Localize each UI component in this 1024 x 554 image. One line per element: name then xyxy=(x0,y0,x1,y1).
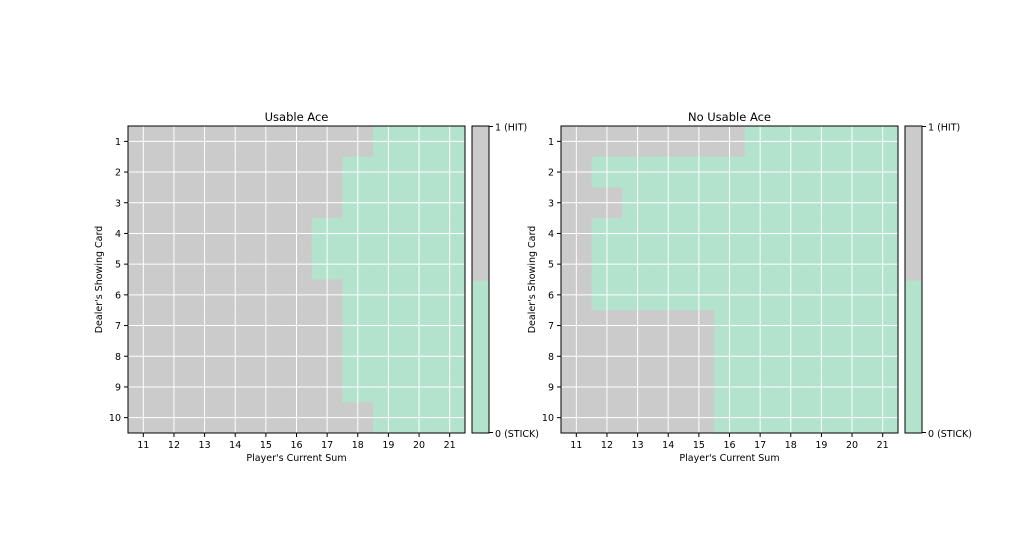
chart-title: No Usable Ace xyxy=(688,110,771,124)
colorbar: 1 (HIT) 0 (STICK) xyxy=(471,123,539,440)
colorbar-label-stick: 0 (STICK) xyxy=(495,429,539,440)
x-tick-label: 21 xyxy=(444,440,456,451)
y-tick-label: 6 xyxy=(115,290,121,301)
y-axis-label: Dealer's Showing Card xyxy=(94,226,105,334)
x-tick-label: 20 xyxy=(846,440,858,451)
y-tick-label: 5 xyxy=(548,260,554,271)
grid-lines xyxy=(128,126,465,433)
colorbar-label-hit: 1 (HIT) xyxy=(495,123,527,134)
colorbar-hit-band xyxy=(905,126,922,281)
x-tick-label: 15 xyxy=(693,440,705,451)
x-tick-label: 11 xyxy=(137,440,149,451)
y-tick-label: 6 xyxy=(548,290,554,301)
colorbar-label-stick: 0 (STICK) xyxy=(928,429,972,440)
colorbar-label-hit: 1 (HIT) xyxy=(928,123,960,134)
y-tick-label: 3 xyxy=(548,198,554,209)
y-tick-label: 1 xyxy=(115,137,121,148)
y-tick-label: 8 xyxy=(115,352,121,363)
x-tick-label: 18 xyxy=(352,440,364,451)
colorbar-stick-band xyxy=(472,280,489,433)
chart-title: Usable Ace xyxy=(265,110,329,124)
x-axis-label: Player's Current Sum xyxy=(246,453,346,464)
colorbar-hit-band xyxy=(472,126,489,281)
y-tick-label: 2 xyxy=(548,168,554,179)
y-tick-label: 5 xyxy=(115,260,121,271)
x-tick-label: 19 xyxy=(382,440,394,451)
y-tick-label: 10 xyxy=(542,413,554,424)
y-tick-label: 9 xyxy=(115,382,121,393)
y-axis-label: Dealer's Showing Card xyxy=(527,226,538,334)
x-tick-label: 12 xyxy=(168,440,180,451)
x-tick-label: 14 xyxy=(229,440,241,451)
y-tick-label: 2 xyxy=(115,168,121,179)
x-tick-label: 17 xyxy=(321,440,333,451)
x-tick-label: 16 xyxy=(723,440,735,451)
colorbar-frame xyxy=(471,125,490,434)
colorbar-stick-band xyxy=(905,280,922,433)
x-tick-label: 17 xyxy=(754,440,766,451)
chart-no-usable-ace: No Usable Ace 11 12 13 14 15 16 17 18 19 20 21 123… xyxy=(527,110,972,464)
x-tick-label: 15 xyxy=(260,440,272,451)
y-tick-label: 8 xyxy=(548,352,554,363)
y-tick-label: 4 xyxy=(548,229,554,240)
x-tick-label: 20 xyxy=(413,440,425,451)
colorbar: 1 (HIT) 0 (STICK) xyxy=(904,123,972,440)
x-tick-label: 13 xyxy=(632,440,644,451)
x-tick-label: 11 xyxy=(570,440,582,451)
colorbar-frame xyxy=(904,125,923,434)
x-tick-label: 21 xyxy=(877,440,889,451)
y-tick-label: 10 xyxy=(109,413,121,424)
x-axis: 11 12 13 14 15 16 17 18 19 20 21 xyxy=(137,433,456,451)
y-tick-label: 3 xyxy=(115,198,121,209)
x-tick-label: 14 xyxy=(662,440,674,451)
y-tick-label: 1 xyxy=(548,137,554,148)
x-tick-label: 12 xyxy=(601,440,613,451)
y-tick-label: 4 xyxy=(115,229,121,240)
x-tick-label: 16 xyxy=(290,440,302,451)
x-tick-label: 13 xyxy=(199,440,211,451)
x-tick-label: 19 xyxy=(815,440,827,451)
grid-lines xyxy=(561,126,898,433)
x-axis: 11 12 13 14 15 16 17 18 19 20 21 xyxy=(570,433,889,451)
y-tick-label: 7 xyxy=(548,321,554,332)
y-tick-label: 9 xyxy=(548,382,554,393)
y-tick-label: 7 xyxy=(115,321,121,332)
x-axis-label: Player's Current Sum xyxy=(679,453,779,464)
y-axis: 1 2 3 4 5 6 7 8 9 10 xyxy=(542,137,561,424)
x-tick-label: 18 xyxy=(785,440,797,451)
y-axis: 1 2 3 4 5 6 7 8 9 10 xyxy=(109,137,128,424)
chart-usable-ace: Usable Ace 11 12 13 14 15 16 17 18 19 20 21 123456… xyxy=(94,110,539,464)
